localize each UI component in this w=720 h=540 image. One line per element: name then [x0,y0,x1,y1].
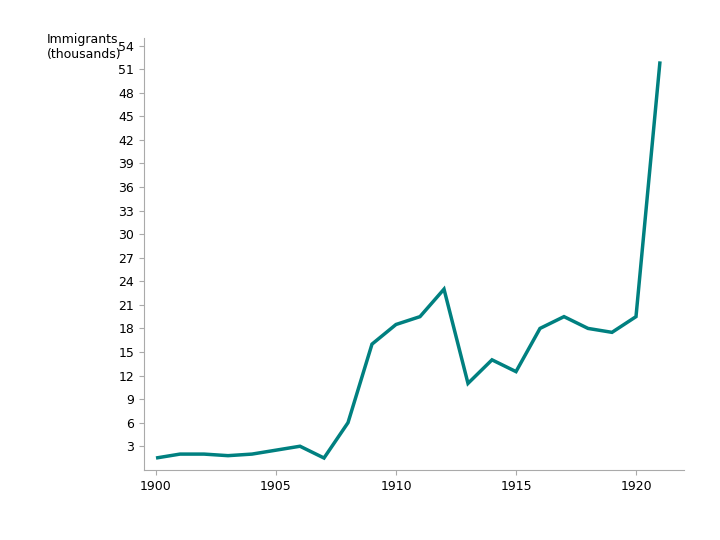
Text: PEARSON: PEARSON [601,511,706,531]
Text: ALWAYS LEARNING: ALWAYS LEARNING [14,516,106,526]
Text: Immigrants
(thousands): Immigrants (thousands) [47,33,122,62]
